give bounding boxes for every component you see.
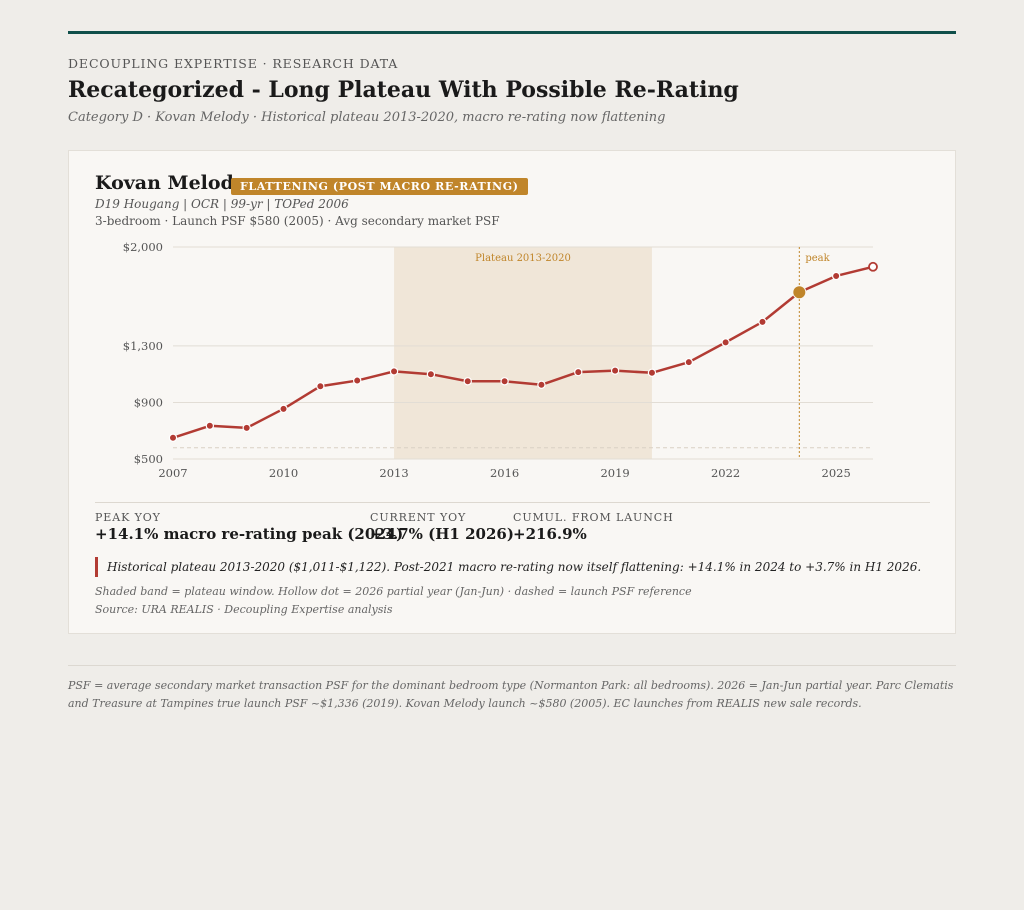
data-point [316, 382, 325, 391]
data-point [684, 357, 693, 367]
data-point [500, 377, 509, 386]
data-point [831, 271, 841, 281]
plateau-band [394, 247, 652, 459]
source-note: Source: URA REALIS · Decoupling Expertis… [95, 603, 393, 616]
data-point [574, 367, 583, 377]
legend-note: Shaded band = plateau window. Hollow dot… [95, 585, 692, 598]
project-card: Kovan Melody FLATTENING (POST MACRO RE-R… [68, 150, 956, 634]
x-tick-label: 2007 [158, 466, 187, 480]
data-point [205, 421, 215, 430]
data-point [610, 366, 620, 375]
data-point [389, 367, 399, 376]
peak-label: peak [805, 253, 830, 264]
data-point [463, 377, 472, 386]
stats-divider [95, 502, 930, 503]
stat-value: +216.9% [513, 525, 587, 543]
y-tick-label: $900 [134, 395, 163, 409]
analysis-note: Historical plateau 2013-2020 ($1,011-$1,… [95, 557, 921, 577]
project-meta: D19 Hougang | OCR | 99-yr | TOPed 2006 [95, 197, 349, 211]
plateau-band-label: Plateau 2013-2020 [475, 253, 571, 264]
y-tick-label: $2,000 [123, 240, 163, 254]
partial-year-point [868, 261, 878, 272]
data-point [537, 380, 546, 389]
y-tick-label: $500 [134, 452, 163, 466]
project-description: 3-bedroom · Launch PSF $580 (2005) · Avg… [95, 214, 500, 228]
stat-peak-yoy: PEAK YOY +14.1% macro re-rating peak (20… [95, 511, 403, 543]
status-badge: FLATTENING (POST MACRO RE-RATING) [231, 178, 528, 195]
data-point [279, 404, 288, 414]
stat-label: CUMUL. FROM LAUNCH [513, 511, 674, 524]
x-tick-label: 2022 [711, 466, 740, 480]
page-subtitle: Category D · Kovan Melody · Historical p… [68, 110, 666, 125]
peak-point [792, 285, 807, 300]
y-tick-label: $1,300 [123, 339, 163, 353]
page-title: Recategorized - Long Plateau With Possib… [68, 77, 739, 103]
stat-cumulative: CUMUL. FROM LAUNCH +216.9% [513, 511, 674, 543]
data-point [758, 317, 767, 327]
x-tick-label: 2013 [379, 466, 408, 480]
stat-current-yoy: CURRENT YOY +3.7% (H1 2026) [370, 511, 514, 543]
x-tick-label: 2016 [490, 466, 519, 480]
kicker: DECOUPLING EXPERTISE · RESEARCH DATA [68, 56, 399, 71]
accent-top-bar [68, 31, 956, 34]
footer-divider [68, 665, 956, 666]
stat-value: +3.7% (H1 2026) [370, 525, 514, 543]
data-point [721, 338, 730, 347]
data-point [647, 368, 657, 377]
data-point [168, 433, 178, 442]
psf-series-line [171, 265, 875, 440]
data-point [426, 369, 436, 379]
data-point [353, 376, 362, 385]
psf-line-chart: Plateau 2013-2020 $500 $900 $1,300 $2,000 200… [123, 240, 878, 480]
project-name: Kovan Melody [95, 172, 245, 194]
data-point [242, 423, 251, 433]
x-tick-label: 2019 [600, 466, 629, 480]
stat-label: PEAK YOY [95, 511, 161, 524]
x-tick-label: 2010 [269, 466, 298, 480]
x-tick-label: 2025 [822, 466, 851, 480]
stat-label: CURRENT YOY [370, 511, 467, 524]
stat-value: +14.1% macro re-rating peak (2024) [95, 525, 404, 543]
footer-note: PSF = average secondary market transacti… [68, 679, 954, 710]
